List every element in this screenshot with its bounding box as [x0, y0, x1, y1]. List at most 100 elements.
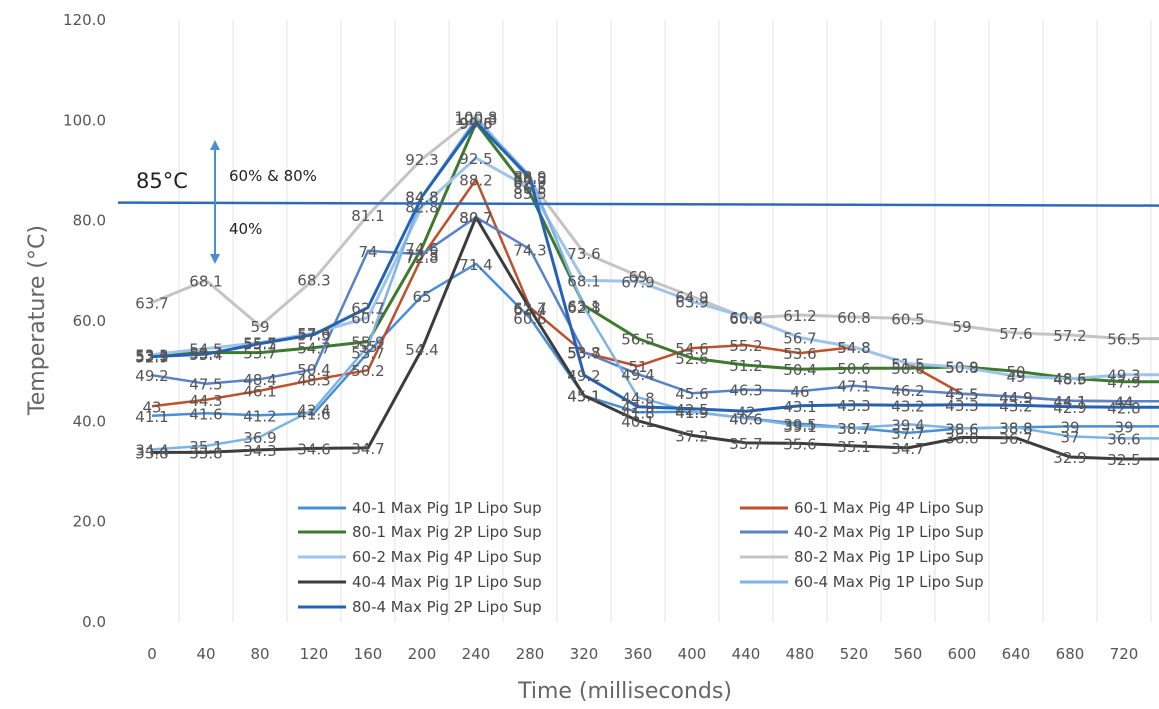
- data-label: 36.6: [1107, 430, 1140, 448]
- legend-item: 40-4 Max Pig 1P Lipo Sup: [298, 573, 542, 591]
- data-label: 67.9: [621, 273, 654, 291]
- data-label: 39.4: [891, 416, 924, 434]
- data-label: 92.3: [405, 151, 438, 169]
- data-label: 47.5: [189, 376, 222, 394]
- legend-item: 80-1 Max Pig 2P Lipo Sup: [298, 523, 542, 541]
- data-label: 36.9: [243, 429, 276, 447]
- data-label: 59: [250, 318, 269, 336]
- data-label: 53.1: [135, 348, 168, 366]
- series-line-9: [151, 120, 1159, 413]
- data-label: 86.5: [513, 180, 546, 198]
- data-label: 80.7: [459, 209, 492, 227]
- y-tick-label: 20.0: [73, 513, 106, 531]
- data-label: 54.5: [189, 341, 222, 359]
- data-label: 37.7: [891, 425, 924, 443]
- data-label: 55: [358, 338, 377, 356]
- grid-lines: [178, 20, 1152, 622]
- data-label: 41.1: [135, 408, 168, 426]
- data-label: 80.7: [459, 209, 492, 227]
- data-label: 57.2: [1053, 327, 1086, 345]
- data-label: 45.1: [567, 388, 600, 406]
- legend-label: 60-1 Max Pig 4P Lipo Sup: [794, 499, 984, 517]
- x-tick-label: 200: [408, 645, 437, 663]
- data-label: 34.7: [351, 440, 384, 458]
- y-tick-label: 80.0: [73, 212, 106, 230]
- data-label: 92.5: [459, 150, 492, 168]
- data-label: 49.4: [621, 366, 654, 384]
- data-label: 99.5: [459, 115, 492, 133]
- data-label: 41.6: [297, 405, 330, 423]
- data-label: 34.3: [243, 442, 276, 460]
- data-label: 32.5: [1107, 451, 1140, 469]
- legend-label: 60-2 Max Pig 4P Lipo Sup: [352, 548, 542, 566]
- data-label: 44: [1114, 393, 1133, 411]
- data-label: 35.7: [729, 435, 762, 453]
- x-tick-label: 480: [786, 645, 815, 663]
- data-label: 48.4: [243, 371, 276, 389]
- data-label: 53.7: [567, 345, 600, 363]
- data-labels: 41.1 41.6 41.2 41.6 53.7 65 71.4 60.6 45.1 41.8 41…: [135, 108, 1140, 469]
- data-label: 38.8: [999, 419, 1032, 437]
- legend-item: 40-1 Max Pig 1P Lipo Sup: [298, 499, 542, 517]
- data-label: 84.8: [405, 189, 438, 207]
- data-label: 62.4: [513, 301, 546, 319]
- data-label: 69: [628, 268, 647, 286]
- data-label: 53.8: [567, 344, 600, 362]
- x-tick-label: 360: [624, 645, 653, 663]
- data-label: 100.3: [455, 111, 498, 129]
- data-label: 43.2: [999, 397, 1032, 415]
- data-label: 50.4: [297, 361, 330, 379]
- data-label: 54.4: [405, 341, 438, 359]
- data-label: 62.7: [513, 299, 546, 317]
- data-label: 43: [142, 398, 161, 416]
- data-label: 50.6: [837, 360, 870, 378]
- data-label: 40.6: [729, 410, 762, 428]
- data-label: 87.9: [513, 173, 546, 191]
- y-tick-label: 40.0: [73, 412, 106, 430]
- data-label: 56.5: [621, 331, 654, 349]
- data-label: 72.8: [405, 249, 438, 267]
- data-label: 49.3: [1107, 367, 1140, 385]
- y-axis-title: Temperature (°C): [25, 225, 50, 416]
- data-label: 50.2: [351, 362, 384, 380]
- data-label: 88.5: [513, 170, 546, 188]
- x-tick-label: 720: [1110, 645, 1139, 663]
- data-label: 42: [736, 403, 755, 421]
- data-label: 40.6: [729, 410, 762, 428]
- legend-item: 60-4 Max Pig 1P Lipo Sup: [740, 573, 984, 591]
- data-label: 64.9: [675, 288, 708, 306]
- data-label: 60.5: [891, 310, 924, 328]
- data-label: 45.6: [675, 385, 708, 403]
- data-label: 44.1: [1053, 393, 1086, 411]
- data-label: 73.3: [405, 246, 438, 264]
- data-label: 49: [1006, 368, 1025, 386]
- data-label: 53.6: [783, 345, 816, 363]
- data-label: 48.3: [297, 372, 330, 390]
- data-label: 32.9: [1053, 449, 1086, 467]
- data-label: 100.8: [455, 108, 498, 126]
- data-label: 62.7: [351, 299, 384, 317]
- data-label: 81.1: [351, 207, 384, 225]
- data-label: 74.3: [513, 241, 546, 259]
- data-label: 60.6: [513, 310, 546, 328]
- legend-label: 60-4 Max Pig 1P Lipo Sup: [794, 573, 984, 591]
- data-label: 44.3: [189, 392, 222, 410]
- data-label: 39.1: [783, 418, 816, 436]
- data-label: 40.1: [621, 413, 654, 431]
- x-tick-label: 440: [732, 645, 761, 663]
- data-label: 48.5: [1053, 371, 1086, 389]
- x-tick-label: 120: [300, 645, 329, 663]
- data-label: 88.9: [513, 168, 546, 186]
- data-label: 46: [790, 383, 809, 401]
- annotation-60-80: 60% & 80%: [229, 167, 317, 185]
- reference-line-group: 85°C 60% & 80% 40%: [117, 140, 1159, 264]
- data-label: 55.5: [243, 336, 276, 354]
- data-label: 50.6: [891, 360, 924, 378]
- data-label: 60.6: [729, 310, 762, 328]
- x-tick-label: 560: [894, 645, 923, 663]
- data-label: 41.8: [621, 404, 654, 422]
- x-tick-label: 320: [570, 645, 599, 663]
- legend-item: 60-1 Max Pig 4P Lipo Sup: [740, 499, 984, 517]
- data-label: 35.1: [837, 438, 870, 456]
- x-axis-ticks: 0 40 80 120 160 200 240 280 320 360 400 440 480 520 56…: [147, 645, 1138, 663]
